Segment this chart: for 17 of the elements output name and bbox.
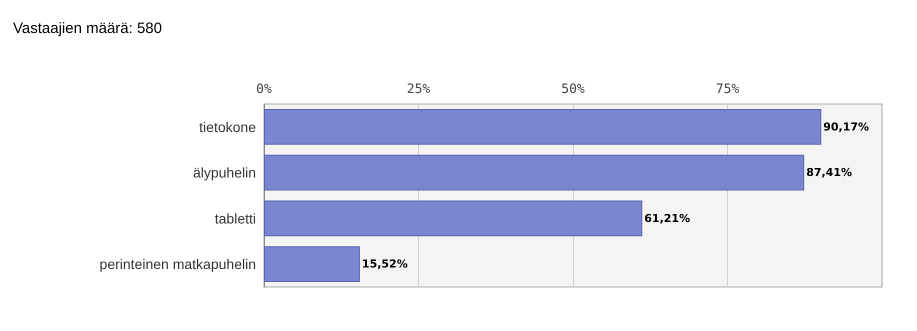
- y-tick-label: tietokone: [199, 118, 256, 135]
- text: Vastaajien määrä: 580: [13, 20, 162, 37]
- bar: [264, 200, 642, 236]
- y-tick-label: perinteinen matkapuhelin: [100, 256, 256, 272]
- x-tick-label: 50%: [561, 82, 585, 97]
- x-tick-label: 75%: [716, 82, 740, 97]
- y-tick-label: älypuhelin: [192, 164, 256, 181]
- bar: [264, 154, 804, 190]
- y-tick-label: tabletti: [214, 210, 256, 226]
- bar: [264, 246, 360, 282]
- data-label: 15,52%: [362, 258, 408, 271]
- x-tick-label: 25%: [406, 82, 430, 97]
- data-label: 61,21%: [644, 212, 690, 225]
- data-label: 90,17%: [823, 120, 870, 134]
- x-tick-label: 0%: [256, 82, 272, 97]
- bar: [264, 109, 822, 145]
- data-label: 87,41%: [806, 166, 852, 180]
